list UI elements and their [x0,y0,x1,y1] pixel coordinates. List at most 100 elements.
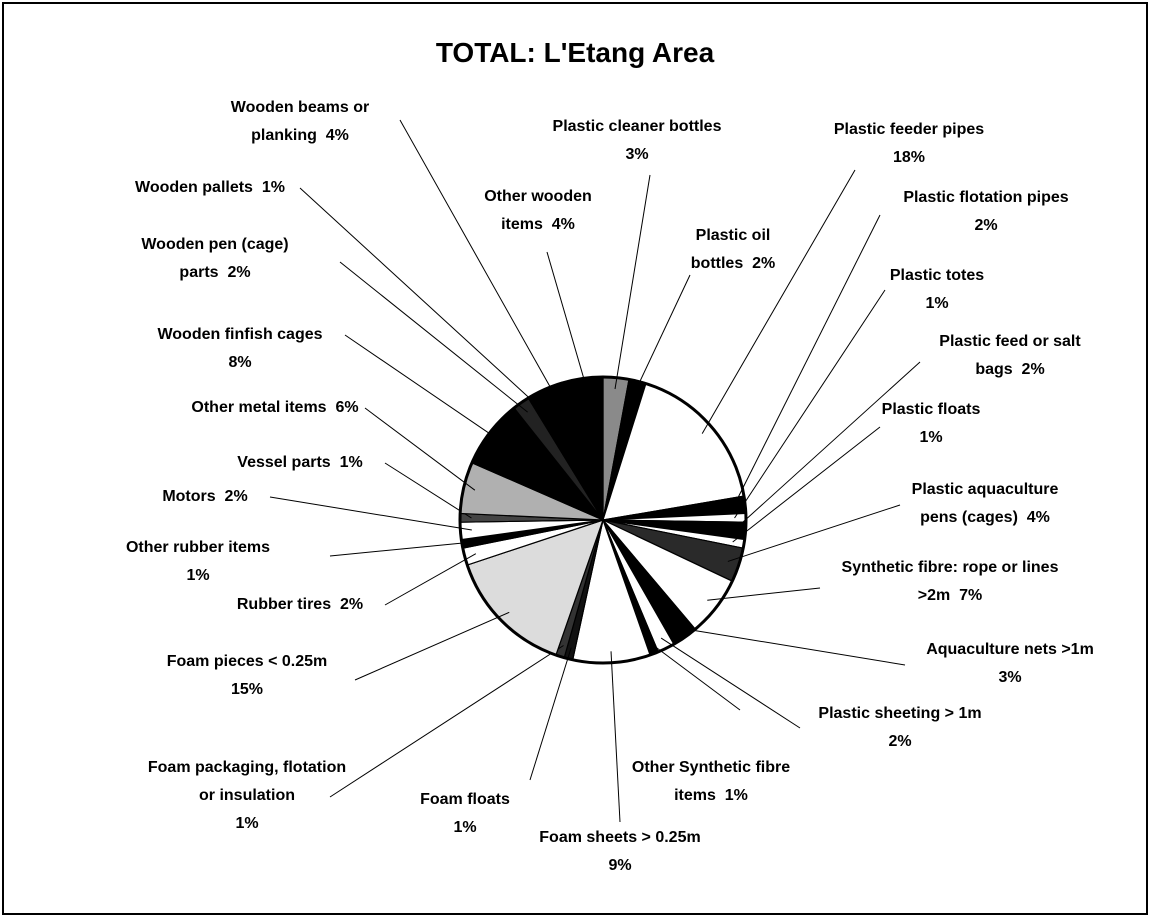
value-label: 2% [1021,361,1045,378]
category-label: Plastic floats [881,401,981,418]
slice-label: Plastic feed or salt bags 2% [920,328,1100,384]
leader-line [329,541,474,557]
value-label: 1% [261,179,285,196]
category-label: Other wooden items [484,188,592,233]
value-label: 3% [625,146,649,163]
category-label: Foam packaging, flotation or insulation [147,759,347,804]
leader-line [384,462,472,519]
category-label: Other metal items [191,399,327,416]
value-label: 6% [335,399,359,416]
category-label: Plastic feeder pipes [833,121,985,138]
value-label: 18% [892,149,926,166]
leader-line [299,187,539,407]
leader-line [529,647,572,781]
slice-label: Foam packaging, flotation or insulation 1… [142,754,352,838]
value-label: 2% [752,255,776,272]
category-label: Plastic cleaner bottles [552,118,722,135]
leader-line [733,214,881,507]
leader-line [634,274,691,393]
slice-label: Foam pieces < 0.25m 15% [117,648,377,704]
slice-label: Rubber tires 2% [200,591,400,619]
value-label: 7% [959,587,983,604]
slice-label: Plastic oil bottles 2% [678,222,788,278]
slice-label: Plastic feeder pipes 18% [779,116,1039,172]
slice-label: Plastic flotation pipes 2% [856,184,1116,240]
value-label: 1% [339,454,363,471]
value-label: 1% [186,567,210,584]
value-label: 3% [998,669,1022,686]
leader-line [329,645,564,798]
value-label: 2% [224,488,248,505]
category-label: Wooden beams or planking [230,99,370,144]
category-label: Wooden finfish cages [157,326,323,343]
slice-label: Foam sheets > 0.25m 9% [490,824,750,880]
category-label: Motors [162,488,216,505]
category-label: Aquaculture nets >1m [926,641,1094,658]
category-label: Vessel parts [237,454,331,471]
leader-line [734,289,886,519]
value-label: 2% [340,596,364,613]
slice-label: Plastic totes 1% [837,262,1037,318]
category-label: Rubber tires [236,596,332,613]
category-label: Plastic feed or salt bags [939,333,1081,378]
value-label: 4% [325,127,349,144]
category-label: Foam pieces < 0.25m [166,653,328,670]
value-label: 1% [919,429,943,446]
category-label: Plastic flotation pipes [903,189,1069,206]
slice-label: Aquaculture nets >1m 3% [880,636,1140,692]
value-label: 1% [925,295,949,312]
leader-line [614,174,651,390]
leader-line [678,627,906,666]
leader-line [546,251,588,390]
leader-line [344,334,500,441]
leader-line [701,169,856,434]
value-label: 1% [453,819,477,836]
leader-line [269,496,472,531]
value-label: 1% [235,815,259,832]
category-label: Wooden pen (cage) parts [141,236,289,281]
slice-label: Other wooden items 4% [481,183,596,239]
slice-label: Plastic sheeting > 1m 2% [770,700,1030,756]
leader-line [384,553,477,606]
slice-label: Wooden beams or planking 4% [225,94,375,150]
leader-line [733,361,921,531]
value-label: 15% [230,681,264,698]
pie-outline [458,375,748,665]
slice-label: Other metal items 6% [155,394,395,422]
value-label: 8% [228,354,252,371]
leader-line [364,407,476,491]
category-label: Wooden pallets [135,179,253,196]
slice-label: Wooden pen (cage) parts 2% [133,231,298,287]
category-label: Foam floats [420,791,510,808]
value-label: 2% [227,264,251,281]
category-label: Foam sheets > 0.25m [539,829,701,846]
leader-line [707,587,821,601]
leader-line [727,504,901,562]
chart-title: TOTAL: L'Etang Area [436,37,715,68]
slice-label: Wooden pallets 1% [110,174,310,202]
slice-label: Other Synthetic fibre items 1% [614,754,809,810]
slice-label: Foam floats 1% [365,786,565,842]
category-label: Synthetic fibre: rope or lines >2m [841,559,1059,604]
leader-line [649,642,741,711]
category-label: Plastic aquaculture pens (cages) [911,481,1059,526]
value-label: 1% [724,787,748,804]
slice-label: Wooden finfish cages 8% [110,321,370,377]
slice-label: Other rubber items 1% [68,534,328,590]
category-label: Other rubber items [125,539,271,556]
category-label: Plastic sheeting > 1m [818,705,982,722]
category-label: Plastic totes [889,267,985,284]
leader-line [610,651,621,823]
slice-label: Plastic aquaculture pens (cages) 4% [895,476,1075,532]
slice-label: Plastic cleaner bottles 3% [507,113,767,169]
leader-line [732,426,881,543]
value-label: 4% [551,216,575,233]
category-label: Plastic oil bottles [690,227,771,272]
category-label: Other Synthetic fibre items [631,759,791,804]
value-label: 2% [888,733,912,750]
slice-label: Synthetic fibre: rope or lines >2m 7% [840,554,1060,610]
leader-line [399,119,557,398]
